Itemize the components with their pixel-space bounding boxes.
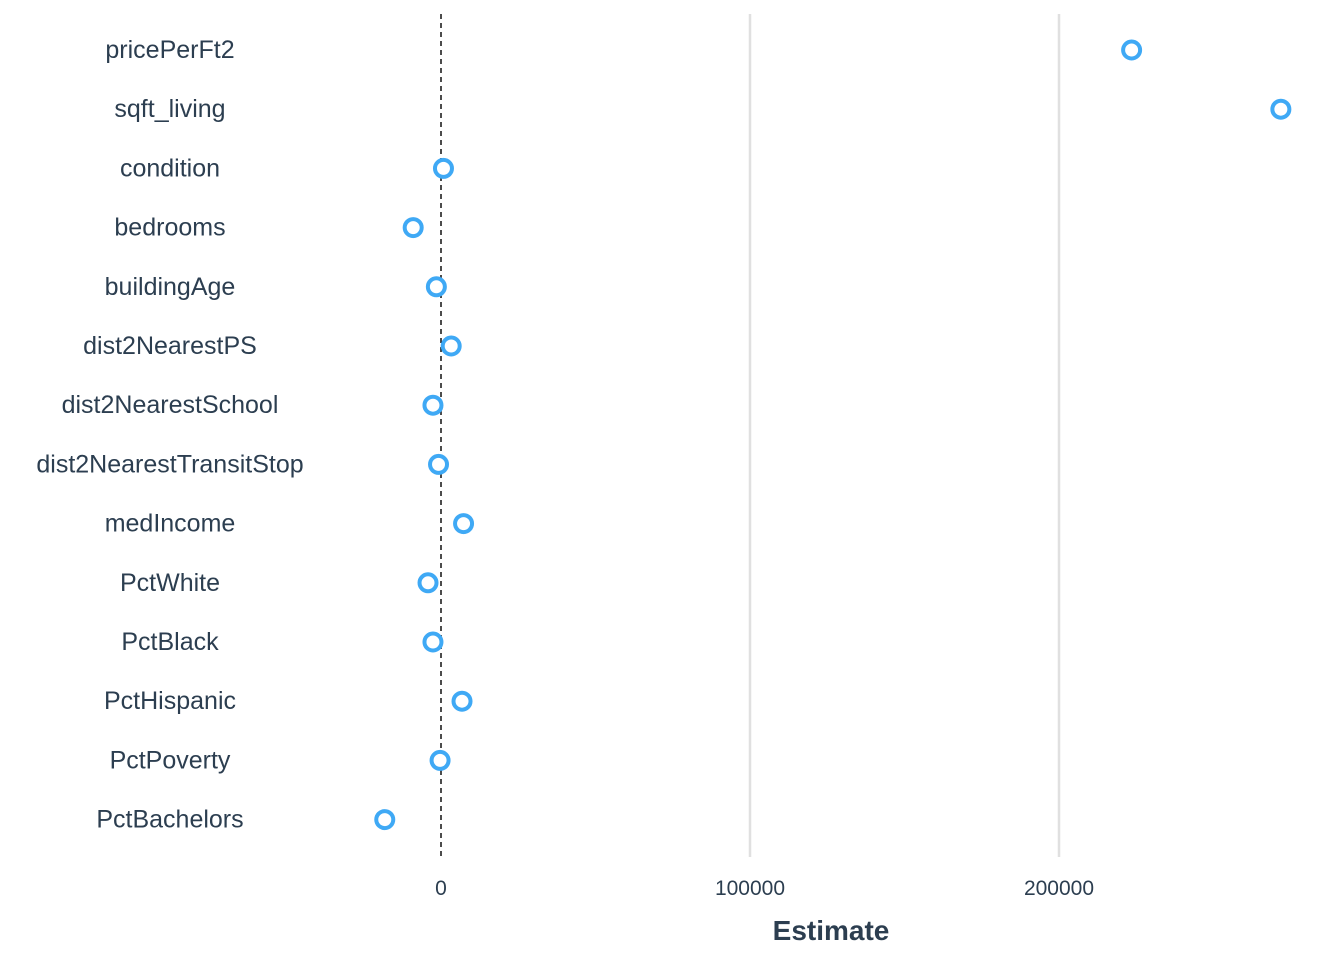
y-label-pricePerFt2: pricePerFt2 [105, 36, 234, 64]
coefficient-points [374, 39, 1292, 831]
x-tick-label-0: 0 [435, 877, 447, 900]
y-label-condition: condition [120, 154, 220, 182]
point-sqft_living [1270, 98, 1292, 120]
y-label-PctBlack: PctBlack [121, 628, 219, 656]
y-label-bedrooms: bedrooms [114, 214, 225, 242]
x-tick-label-200000: 200000 [1024, 877, 1094, 900]
point-dist2NearestSchool [422, 394, 444, 416]
point-pricePerFt2 [1121, 39, 1143, 61]
x-axis-title: Estimate [773, 915, 890, 946]
y-label-PctWhite: PctWhite [120, 569, 220, 597]
y-label-dist2NearestTransitStop: dist2NearestTransitStop [36, 450, 303, 478]
point-PctBachelors [374, 809, 396, 831]
point-buildingAge [425, 276, 447, 298]
point-medIncome [453, 513, 475, 535]
y-label-dist2NearestSchool: dist2NearestSchool [62, 391, 279, 419]
point-PctWhite [417, 572, 439, 594]
point-dist2NearestTransitStop [428, 453, 450, 475]
y-axis-category-labels: pricePerFt2 sqft_living condition bedrooms b… [36, 36, 303, 834]
y-label-buildingAge: buildingAge [105, 273, 236, 301]
point-dist2NearestPS [440, 335, 462, 357]
y-label-PctPoverty: PctPoverty [110, 746, 231, 774]
point-PctHispanic [451, 690, 473, 712]
x-axis-tick-labels: 0 100000 200000 [435, 877, 1094, 900]
y-label-PctBachelors: PctBachelors [96, 806, 243, 834]
vertical-gridlines [748, 14, 1061, 857]
point-PctBlack [422, 631, 444, 653]
y-label-medIncome: medIncome [105, 510, 236, 538]
x-tick-label-100000: 100000 [715, 877, 785, 900]
y-label-sqft_living: sqft_living [114, 95, 225, 123]
y-label-dist2NearestPS: dist2NearestPS [83, 332, 257, 360]
point-bedrooms [402, 217, 424, 239]
point-PctPoverty [429, 749, 451, 771]
y-label-PctHispanic: PctHispanic [104, 687, 236, 715]
point-condition [432, 157, 454, 179]
